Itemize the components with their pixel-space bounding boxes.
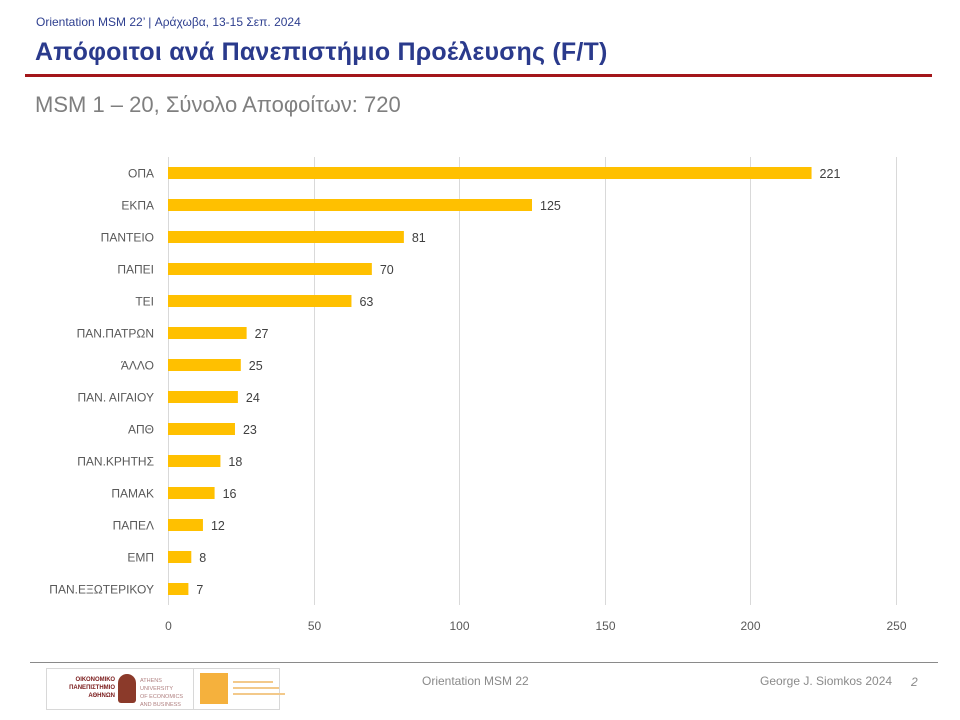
bar <box>168 199 532 211</box>
data-label: 24 <box>246 391 260 405</box>
bar <box>168 519 203 531</box>
bar <box>168 327 247 339</box>
category-label: ΆΛΛΟ <box>121 359 154 373</box>
x-tick-label: 150 <box>595 619 615 633</box>
aueb-logo: ΟΙΚΟΝΟΜΙΚΟ ΠΑΝΕΠΙΣΤΗΜΙΟ ΑΘΗΝΩΝ ATHENS UN… <box>47 669 194 709</box>
category-label: ΠΑΝ.ΕΞΩΤΕΡΙΚΟΥ <box>49 583 154 597</box>
x-tick-label: 100 <box>449 619 469 633</box>
category-label: ΟΠΑ <box>128 167 154 181</box>
data-label: 25 <box>249 359 263 373</box>
data-label: 63 <box>359 295 373 309</box>
aueb-logo-greek-text: ΟΙΚΟΝΟΜΙΚΟ ΠΑΝΕΠΙΣΤΗΜΙΟ ΑΘΗΝΩΝ <box>69 677 115 699</box>
bars <box>168 167 812 595</box>
gridlines <box>168 157 897 605</box>
bar <box>168 167 812 179</box>
event-line: Orientation MSM 22’ | Αράχωβα, 13-15 Σεπ… <box>36 15 301 29</box>
slide-subtitle: MSM 1 – 20, Σύνολο Αποφοίτων: 720 <box>35 92 401 117</box>
category-label: ΑΠΘ <box>128 423 154 437</box>
data-label: 18 <box>228 455 242 469</box>
category-label: ΕΜΠ <box>127 551 154 565</box>
category-label: ΠΑΠΕΙ <box>117 263 154 277</box>
aueb-logo-english-text: ATHENS UNIVERSITY OF ECONOMICS AND BUSIN… <box>140 678 184 708</box>
x-tick-label: 200 <box>740 619 760 633</box>
x-tick-label: 250 <box>886 619 906 633</box>
bar <box>168 231 404 243</box>
bar <box>168 423 235 435</box>
category-label: ΠΑΝ. ΑΙΓΑΙΟΥ <box>78 391 154 405</box>
bar <box>168 295 352 307</box>
category-label: ΠΑΠΕΛ <box>113 519 154 533</box>
labels: 0 50 100 150 200 250 ΟΠΑ 221 ΕΚΠΑ 125 ΠΑΝΤΕΙΟ 81 ΠΑΠ… <box>49 167 907 634</box>
x-tick-label: 0 <box>165 619 172 633</box>
athena-bust-icon <box>118 674 136 703</box>
data-label: 81 <box>412 231 426 245</box>
category-label: ΠΑΝ.ΚΡΗΤΗΣ <box>77 455 154 469</box>
data-label: 8 <box>199 551 206 565</box>
bar <box>168 455 221 467</box>
slide-title: Απόφοιτοι ανά Πανεπιστήμιο Προέλευσης (F… <box>35 38 608 66</box>
footer-author: George J. Siomkos 2024 <box>760 674 893 688</box>
page-number: 2 <box>911 675 918 689</box>
category-label: ΤΕΙ <box>135 295 154 309</box>
data-label: 70 <box>380 263 394 277</box>
bar <box>168 263 372 275</box>
bar <box>168 583 189 595</box>
title-divider <box>25 74 932 77</box>
bar <box>168 487 215 499</box>
data-label: 12 <box>211 519 225 533</box>
footer-divider <box>30 662 938 663</box>
data-label: 16 <box>223 487 237 501</box>
department-logo-icon <box>200 673 228 704</box>
category-label: ΕΚΠΑ <box>121 199 154 213</box>
category-label: ΠΑΝ.ΠΑΤΡΩΝ <box>77 327 154 341</box>
x-tick-label: 50 <box>308 619 322 633</box>
bar-chart: 0 50 100 150 200 250 ΟΠΑ 221 ΕΚΠΑ 125 ΠΑΝΤΕΙΟ 81 ΠΑΠ… <box>49 157 907 634</box>
data-label: 221 <box>820 167 841 181</box>
category-label: ΠΑΜΑΚ <box>111 487 154 501</box>
data-label: 7 <box>196 583 203 597</box>
category-label: ΠΑΝΤΕΙΟ <box>101 231 154 245</box>
university-logos: ΟΙΚΟΝΟΜΙΚΟ ΠΑΝΕΠΙΣΤΗΜΙΟ ΑΘΗΝΩΝ ATHENS UN… <box>46 668 285 710</box>
bar <box>168 551 192 563</box>
data-label: 23 <box>243 423 257 437</box>
department-logo-text <box>233 679 285 699</box>
data-label: 125 <box>540 199 561 213</box>
footer-event: Orientation MSM 22 <box>422 674 529 688</box>
bar <box>168 391 238 403</box>
data-label: 27 <box>255 327 269 341</box>
bar <box>168 359 241 371</box>
